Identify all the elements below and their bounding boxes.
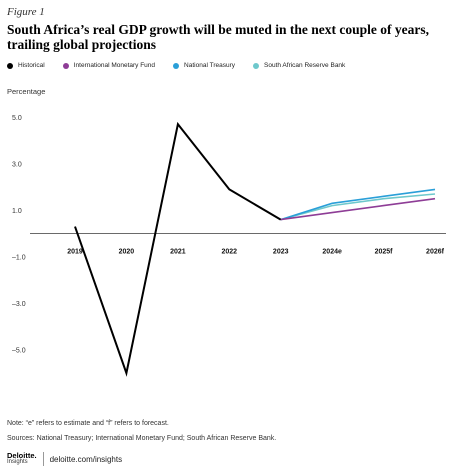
series-line-historical: [74, 121, 282, 377]
series-line-national-treasury: [280, 188, 436, 221]
logo-sub-text: Insights: [7, 459, 28, 465]
y-tick-label: –1.0: [12, 254, 26, 261]
x-tick-label: 2026f: [426, 249, 445, 256]
x-tick-label: 2022: [221, 249, 237, 256]
chart-legend: Historical International Monetary Fund N…: [7, 62, 363, 69]
footer: Deloitte. Insights deloitte.com/insights: [7, 452, 122, 466]
deloitte-logo: Deloitte. Insights: [7, 452, 44, 466]
x-tick-label: 2023: [273, 249, 289, 256]
chart-title: South Africa’s real GDP growth will be m…: [7, 22, 429, 52]
legend-dot-imf: [62, 62, 69, 69]
legend-label-historical: Historical: [18, 62, 45, 69]
series-line-international-monetary-fund: [280, 197, 436, 221]
chart-note: Note: “e” refers to estimate and “f” ref…: [7, 420, 169, 427]
figure-label: Figure 1: [7, 6, 45, 18]
legend-label-sarb: South African Reserve Bank: [264, 62, 346, 69]
legend-item-imf: International Monetary Fund: [62, 62, 156, 69]
y-axis-label: Percentage: [7, 87, 46, 96]
legend-dot-historical: [7, 62, 13, 69]
y-tick-label: 1.0: [12, 208, 22, 215]
y-tick-label: 5.0: [12, 115, 22, 122]
legend-item-national-treasury: National Treasury: [173, 62, 235, 69]
chart-sources: Sources: National Treasury; Internationa…: [7, 435, 277, 442]
legend-label-imf: International Monetary Fund: [73, 62, 156, 69]
legend-dot-national-treasury: [173, 62, 180, 69]
legend-label-national-treasury: National Treasury: [184, 62, 235, 69]
x-tick-label: 2024e: [322, 249, 342, 256]
legend-item-sarb: South African Reserve Bank: [253, 62, 345, 69]
legend-dot-sarb: [253, 62, 259, 69]
y-tick-label: –3.0: [12, 301, 26, 308]
legend-item-historical: Historical: [7, 62, 45, 69]
x-tick-label: 2025f: [375, 249, 394, 256]
series-line-south-african-reserve-bank: [280, 193, 436, 221]
y-tick-label: 3.0: [12, 161, 22, 168]
x-tick-label: 2019: [67, 249, 83, 256]
y-tick-label: –5.0: [12, 347, 26, 354]
footer-url-link[interactable]: deloitte.com/insights: [49, 454, 123, 464]
x-tick-label: 2020: [119, 249, 135, 256]
logo-main-text: Deloitte.: [7, 451, 37, 460]
x-tick-label: 2021: [170, 249, 186, 256]
